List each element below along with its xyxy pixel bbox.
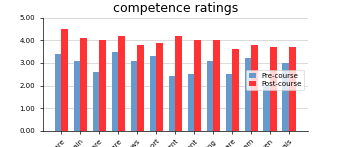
Bar	[112, 52, 118, 131]
Bar	[55, 54, 62, 131]
Bar	[289, 47, 296, 131]
Bar	[118, 36, 125, 131]
Bar	[213, 40, 220, 131]
Bar	[263, 86, 270, 131]
Bar	[282, 63, 289, 131]
Bar	[175, 36, 182, 131]
Bar	[169, 76, 175, 131]
Bar	[232, 49, 239, 131]
Legend: Pre-course, Post-course: Pre-course, Post-course	[246, 70, 304, 90]
Bar	[207, 61, 213, 131]
Bar	[270, 47, 277, 131]
Bar	[80, 38, 87, 131]
Bar	[156, 42, 163, 131]
Bar	[245, 58, 251, 131]
Bar	[137, 45, 144, 131]
Bar	[131, 61, 137, 131]
Bar	[62, 29, 68, 131]
Bar	[226, 74, 232, 131]
Bar	[74, 61, 80, 131]
Bar	[194, 40, 201, 131]
Bar	[150, 56, 156, 131]
Bar	[93, 72, 100, 131]
Bar	[188, 74, 194, 131]
Bar	[251, 45, 258, 131]
Bar	[100, 40, 106, 131]
Title: Pre and post course confidence/
competence ratings: Pre and post course confidence/ competen…	[75, 0, 276, 15]
